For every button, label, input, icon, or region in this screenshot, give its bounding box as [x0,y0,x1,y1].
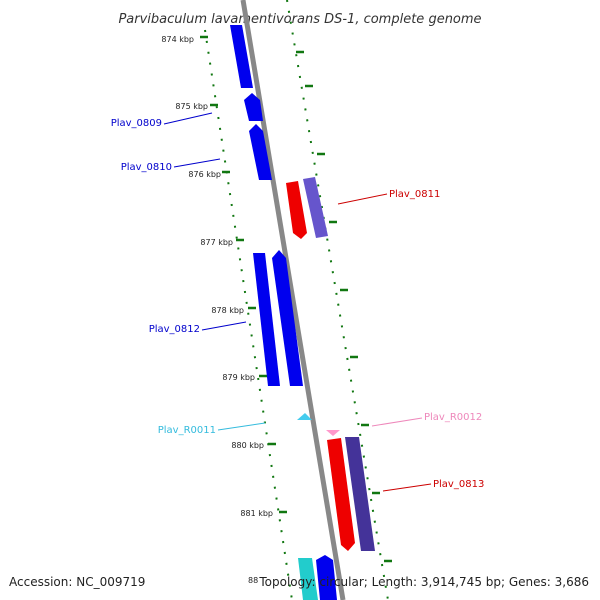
gene-label-plav-0809[interactable]: Plav_0809 [111,118,162,129]
right-scale-track [286,0,389,600]
gene-label-plav-0810[interactable]: Plav_0810 [121,162,172,173]
leader-plav-0811 [337,193,388,205]
rna-block-plav-r0011[interactable] [297,413,312,420]
map-title: Parvibaculum lavamentivorans DS-1, compl… [118,12,481,27]
leader-plav-0810 [173,158,221,168]
tick-label-876: 876 kbp [188,170,221,179]
leader-plav-r0012 [371,417,423,427]
accession-text: Accession: NC_009719 [9,575,145,589]
tick-label-878: 878 kbp [211,306,244,315]
gene-block-cyan[interactable] [298,558,318,600]
tick-label-875: 875 kbp [175,102,208,111]
gene-block-plav-0812a[interactable] [253,253,280,386]
left-major-ticks [200,35,287,514]
tick-label-877: 877 kbp [200,238,233,247]
leader-plav-r0011 [217,422,266,431]
gene-block-plav-0809[interactable] [244,93,263,121]
gene-label-plav-0813[interactable]: Plav_0813 [433,479,484,490]
tick-label-879: 879 kbp [222,373,255,382]
gene-label-plav-0812[interactable]: Plav_0812 [149,324,200,335]
gene-label-plav-r0011[interactable]: Plav_R0011 [158,425,216,436]
gene-block-plav-0812b[interactable] [272,250,303,386]
right-major-ticks [296,50,392,563]
gene-block-plav-0811b[interactable] [303,177,328,238]
gene-block-plav-0813[interactable] [327,438,355,551]
tick-label-881: 881 kbp [240,509,273,518]
gene-block-plav-0808[interactable] [230,25,253,88]
tick-label-880: 880 kbp [231,441,264,450]
leader-plav-0812 [201,321,247,331]
tick-label-partial: 88 [248,576,258,585]
tick-label-874: 874 kbp [161,35,194,44]
gene-block-plav-0813b[interactable] [345,437,375,551]
gene-label-plav-0811[interactable]: Plav_0811 [389,189,440,200]
gene-label-plav-r0012[interactable]: Plav_R0012 [424,412,482,423]
rna-block-plav-r0012[interactable] [326,430,340,436]
gene-block-plav-0811[interactable] [286,181,307,239]
gene-block-plav-0810[interactable] [249,124,272,180]
leader-plav-0813 [382,483,432,492]
gene-block-next[interactable] [316,555,337,600]
topology-text: Topology: circular; Length: 3,914,745 bp… [258,575,589,589]
leader-plav-0809 [163,112,213,125]
